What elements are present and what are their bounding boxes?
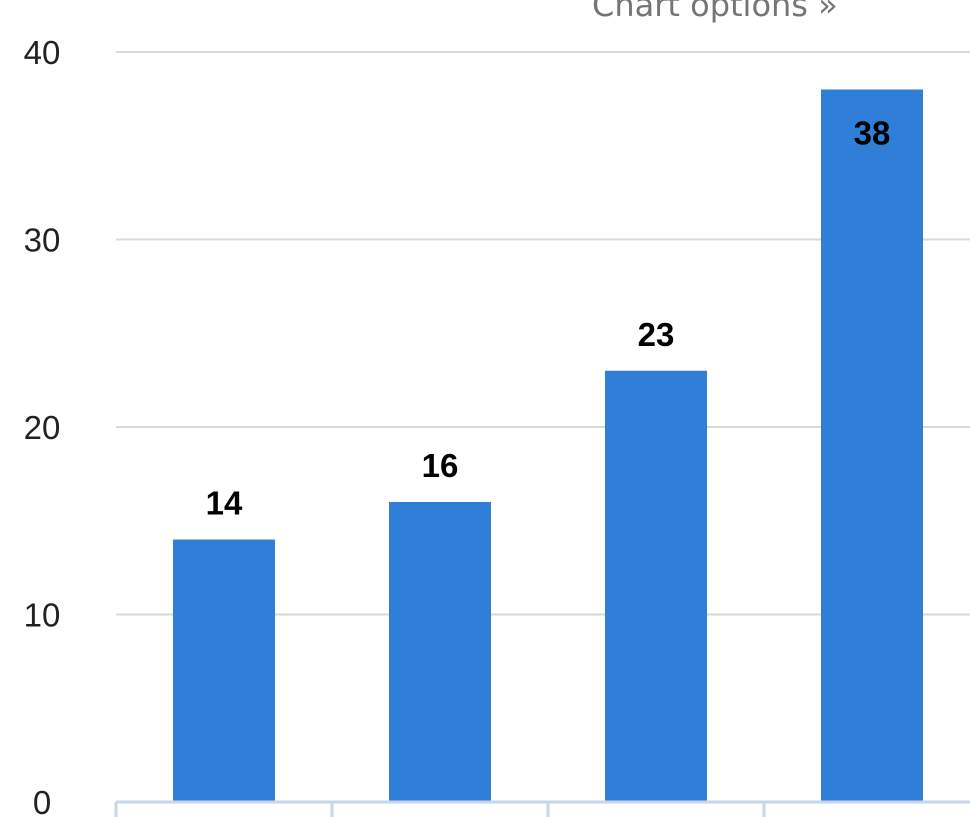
y-tick-label: 20: [24, 409, 61, 446]
bar: [173, 539, 275, 802]
y-axis-tick-labels: 0 10 20 30 40: [24, 34, 61, 817]
y-tick-label: 10: [24, 597, 61, 634]
y-tick-label: 30: [24, 222, 61, 259]
chart-options-link[interactable]: Chart options »: [592, 0, 838, 24]
data-label: 16: [422, 447, 459, 484]
bar: [389, 502, 491, 802]
x-axis: [114, 800, 970, 817]
y-tick-label: 40: [24, 34, 61, 71]
data-label: 23: [638, 316, 675, 353]
data-labels: 14 16 23 38: [206, 115, 891, 522]
y-tick-label: 0: [33, 784, 51, 817]
data-label: 14: [206, 485, 243, 522]
data-label: 38: [854, 115, 891, 152]
bars: [173, 89, 923, 802]
bar: [821, 89, 923, 802]
bar: [605, 370, 707, 802]
